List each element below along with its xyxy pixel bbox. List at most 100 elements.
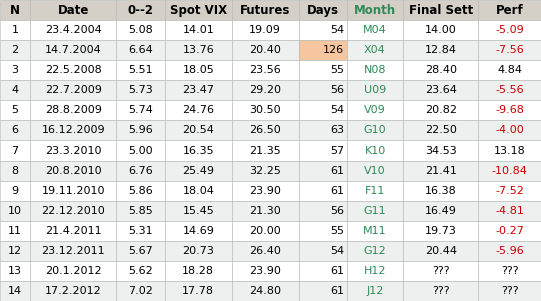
Bar: [0, 281, 30, 301]
Bar: [347, 80, 403, 100]
Bar: [347, 241, 403, 261]
Text: 17.78: 17.78: [182, 286, 214, 296]
Text: 5.74: 5.74: [128, 105, 153, 115]
Text: 18.05: 18.05: [182, 65, 214, 75]
Bar: [0, 0, 30, 20]
Text: 20.44: 20.44: [425, 246, 457, 256]
Text: J12: J12: [366, 286, 384, 296]
Text: 5.08: 5.08: [128, 25, 153, 35]
Text: Perf: Perf: [496, 4, 524, 17]
Text: 19.09: 19.09: [249, 25, 281, 35]
Bar: [403, 181, 478, 201]
Bar: [232, 60, 299, 80]
Text: 16.49: 16.49: [425, 206, 457, 216]
Bar: [30, 181, 116, 201]
Text: 16.35: 16.35: [182, 145, 214, 156]
Bar: [30, 201, 116, 221]
Text: 12: 12: [8, 246, 22, 256]
Bar: [0, 100, 30, 120]
Text: 17.2.2012: 17.2.2012: [45, 286, 102, 296]
Bar: [403, 261, 478, 281]
Bar: [116, 120, 165, 141]
Bar: [116, 201, 165, 221]
Text: 14.69: 14.69: [182, 226, 214, 236]
Text: 5.96: 5.96: [128, 126, 153, 135]
Text: 22.12.2010: 22.12.2010: [42, 206, 105, 216]
Bar: [165, 281, 232, 301]
Text: ???: ???: [432, 266, 450, 276]
Bar: [403, 120, 478, 141]
Text: 61: 61: [330, 286, 344, 296]
Text: 5.31: 5.31: [128, 226, 153, 236]
Bar: [403, 0, 478, 20]
Text: 28.40: 28.40: [425, 65, 457, 75]
Text: 32.25: 32.25: [249, 166, 281, 175]
Bar: [165, 141, 232, 160]
Bar: [116, 100, 165, 120]
Bar: [478, 141, 541, 160]
Bar: [0, 181, 30, 201]
Bar: [299, 201, 347, 221]
Text: 20.82: 20.82: [425, 105, 457, 115]
Text: 16.12.2009: 16.12.2009: [42, 126, 105, 135]
Bar: [0, 141, 30, 160]
Text: -4.00: -4.00: [496, 126, 524, 135]
Bar: [232, 120, 299, 141]
Bar: [165, 20, 232, 40]
Bar: [30, 80, 116, 100]
Text: -7.52: -7.52: [496, 186, 524, 196]
Text: 6.64: 6.64: [128, 45, 153, 55]
Bar: [30, 0, 116, 20]
Bar: [299, 221, 347, 241]
Bar: [0, 80, 30, 100]
Text: 16.38: 16.38: [425, 186, 457, 196]
Bar: [403, 201, 478, 221]
Text: 13.76: 13.76: [182, 45, 214, 55]
Bar: [347, 261, 403, 281]
Text: 55: 55: [330, 65, 344, 75]
Bar: [403, 100, 478, 120]
Bar: [116, 241, 165, 261]
Text: 9: 9: [11, 186, 18, 196]
Bar: [347, 0, 403, 20]
Bar: [299, 80, 347, 100]
Bar: [299, 100, 347, 120]
Bar: [165, 40, 232, 60]
Bar: [347, 60, 403, 80]
Bar: [347, 160, 403, 181]
Bar: [232, 221, 299, 241]
Text: 20.54: 20.54: [182, 126, 214, 135]
Bar: [347, 40, 403, 60]
Text: 21.41: 21.41: [425, 166, 457, 175]
Text: 14.00: 14.00: [425, 25, 457, 35]
Bar: [299, 20, 347, 40]
Bar: [403, 20, 478, 40]
Bar: [165, 241, 232, 261]
Bar: [116, 141, 165, 160]
Bar: [30, 100, 116, 120]
Text: N: N: [10, 4, 20, 17]
Text: 22.5.2008: 22.5.2008: [45, 65, 102, 75]
Bar: [299, 281, 347, 301]
Text: Futures: Futures: [240, 4, 291, 17]
Text: Date: Date: [57, 4, 89, 17]
Bar: [403, 80, 478, 100]
Text: 19.73: 19.73: [425, 226, 457, 236]
Text: M04: M04: [363, 25, 387, 35]
Text: 7.02: 7.02: [128, 286, 153, 296]
Bar: [347, 100, 403, 120]
Bar: [403, 241, 478, 261]
Bar: [30, 160, 116, 181]
Bar: [478, 80, 541, 100]
Bar: [30, 241, 116, 261]
Text: 19.11.2010: 19.11.2010: [42, 186, 105, 196]
Bar: [347, 181, 403, 201]
Text: 61: 61: [330, 166, 344, 175]
Bar: [116, 160, 165, 181]
Text: M11: M11: [363, 226, 387, 236]
Text: -5.09: -5.09: [496, 25, 524, 35]
Bar: [478, 281, 541, 301]
Bar: [165, 80, 232, 100]
Text: N08: N08: [364, 65, 386, 75]
Bar: [30, 261, 116, 281]
